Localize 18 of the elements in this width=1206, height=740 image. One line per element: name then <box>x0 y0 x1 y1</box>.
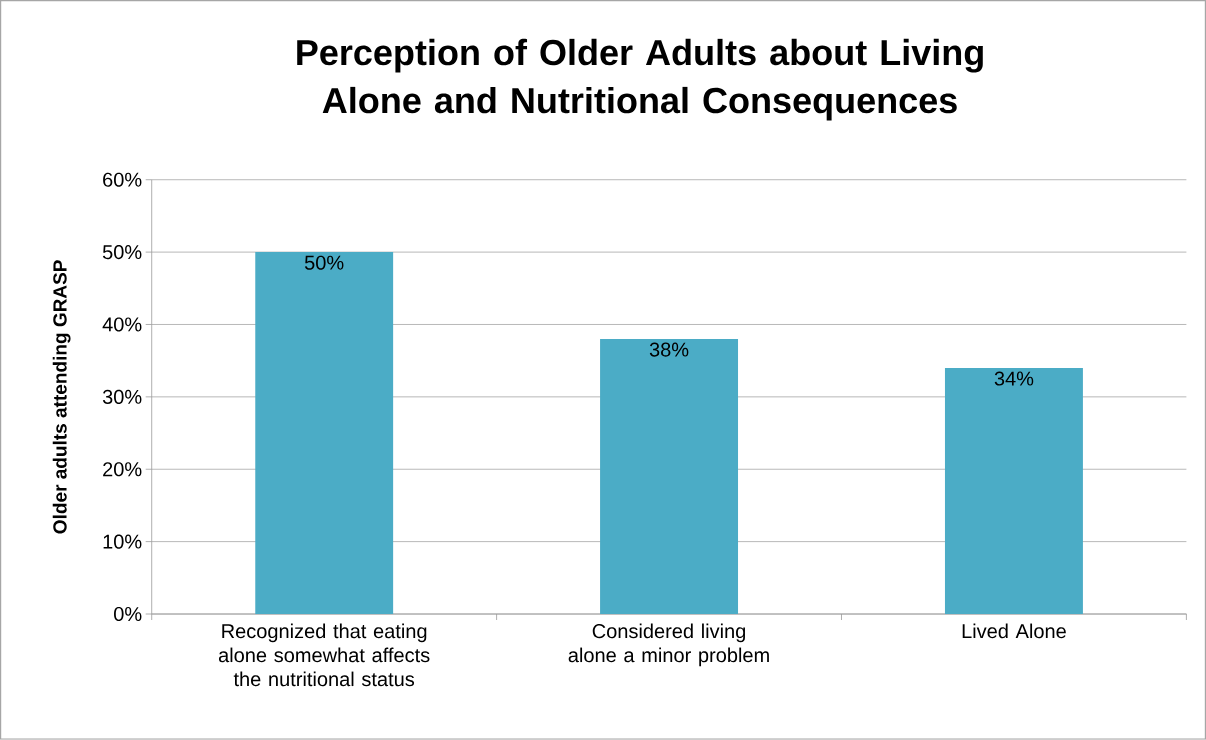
y-tick-label: 20% <box>103 462 142 477</box>
bar <box>944 368 1083 615</box>
x-tick-label: Considered living alone a minor problem <box>568 623 769 667</box>
y-tick-label: 50% <box>102 245 142 260</box>
y-axis-title: Older adults attending GRASP <box>52 260 71 534</box>
chart-title: Perception of Older Adults about Living Alone and Nutritional Consequences <box>297 39 983 121</box>
x-tick-label: Lived Alone <box>962 623 1066 639</box>
y-tick-label: 40% <box>102 317 142 332</box>
bar <box>600 339 739 615</box>
y-tick-label: 30% <box>102 389 142 405</box>
x-tick-label: Recognized that eating alone somewhat affects the nutritional status <box>218 623 430 687</box>
data-label: 38% <box>649 342 689 357</box>
y-tick-label: 0% <box>114 607 142 622</box>
data-label: 50% <box>304 255 344 270</box>
bar <box>255 252 394 615</box>
data-label: 34% <box>994 371 1034 386</box>
y-tick-label: 60% <box>103 172 142 187</box>
y-tick-label: 10% <box>103 534 142 549</box>
